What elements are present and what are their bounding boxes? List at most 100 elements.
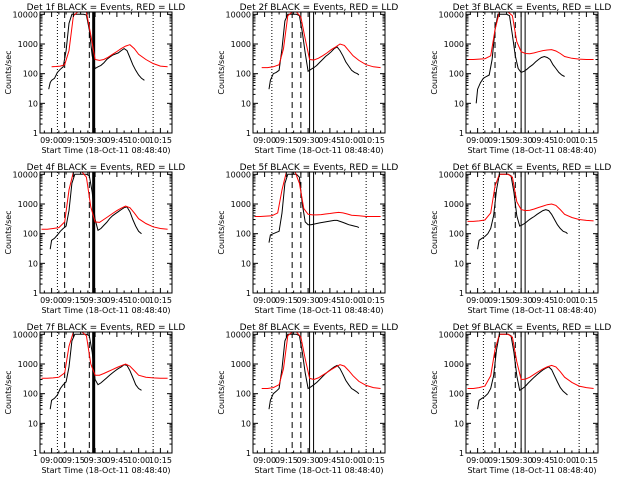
y-tick-label: 1000: [231, 40, 251, 49]
plot-frame: [252, 171, 386, 294]
y-tick-label: 1: [33, 449, 38, 458]
y-tick-label: 100: [449, 390, 464, 399]
y-axis-label: Counts/sec: [430, 370, 439, 414]
panel-8: Det 8f BLACK = Events, RED = LLD 1 10 100 10…: [217, 323, 398, 475]
y-tick-label: 1000: [444, 40, 464, 49]
x-tick-label: 10:15: [362, 136, 385, 145]
y-tick-label: 10: [454, 259, 464, 268]
x-tick-label: 09:45: [105, 296, 128, 305]
x-tick-label: 09:15: [275, 456, 298, 465]
y-tick-label: 10: [28, 259, 38, 268]
y-tick-label: 10: [241, 419, 251, 428]
y-tick-label: 10000: [13, 10, 38, 19]
x-tick-label: 10:00: [340, 456, 363, 465]
y-axis-label: Counts/sec: [430, 210, 439, 254]
x-tick-label: 09:45: [318, 136, 341, 145]
x-tick-label: 10:15: [362, 456, 385, 465]
plot-frame: [252, 331, 386, 454]
y-tick-label: 1000: [18, 360, 38, 369]
y-tick-label: 1: [33, 129, 38, 138]
series-lld-line: [467, 12, 594, 60]
x-axis-label: Start Time (18-Oct-11 08:48:40): [41, 146, 170, 155]
y-tick-label: 10000: [226, 330, 251, 339]
y-axis-label: Counts/sec: [4, 210, 13, 254]
y-axis-label: Counts/sec: [217, 210, 226, 254]
plot-frame: [39, 331, 173, 454]
y-tick-label: 100: [236, 230, 251, 239]
x-tick-label: 10:15: [149, 456, 172, 465]
panel-2: Det 2f BLACK = Events, RED = LLD 1 10 100 10…: [217, 3, 398, 155]
y-tick-label: 100: [449, 70, 464, 79]
y-tick-label: 1: [459, 289, 464, 298]
panel-4: Det 4f BLACK = Events, RED = LLD 1 10 100 10…: [4, 163, 185, 315]
x-tick-label: 09:15: [488, 136, 511, 145]
panel-title: Det 5f BLACK = Events, RED = LLD: [240, 163, 399, 173]
panel-title: Det 9f BLACK = Events, RED = LLD: [453, 323, 612, 333]
y-tick-label: 1000: [18, 40, 38, 49]
y-tick-label: 100: [449, 230, 464, 239]
x-tick-label: 09:00: [466, 456, 489, 465]
x-tick-label: 09:45: [105, 456, 128, 465]
x-axis-label: Start Time (18-Oct-11 08:48:40): [41, 466, 170, 475]
x-tick-label: 09:15: [275, 136, 298, 145]
x-axis-label: Start Time (18-Oct-11 08:48:40): [41, 306, 170, 315]
x-tick-label: 10:00: [127, 456, 150, 465]
y-tick-label: 1: [33, 289, 38, 298]
x-tick-label: 10:15: [575, 456, 598, 465]
x-tick-label: 09:30: [510, 456, 533, 465]
x-tick-label: 09:45: [318, 456, 341, 465]
x-tick-label: 09:15: [62, 456, 85, 465]
series-lld-line: [51, 12, 168, 68]
x-tick-label: 09:15: [488, 296, 511, 305]
y-tick-label: 10000: [439, 170, 464, 179]
y-tick-label: 10: [241, 99, 251, 108]
y-axis-label: Counts/sec: [217, 370, 226, 414]
y-tick-label: 1000: [18, 200, 38, 209]
x-tick-label: 09:30: [510, 296, 533, 305]
series-lld-line: [41, 332, 168, 379]
x-tick-label: 09:00: [466, 136, 489, 145]
x-tick-label: 09:30: [297, 296, 320, 305]
y-tick-label: 1000: [231, 200, 251, 209]
x-tick-label: 10:15: [575, 296, 598, 305]
plot-frame: [252, 11, 386, 134]
y-tick-label: 1000: [444, 200, 464, 209]
x-axis-label: Start Time (18-Oct-11 08:48:40): [254, 146, 383, 155]
panel-3: Det 3f BLACK = Events, RED = LLD 1 10 100 10…: [430, 3, 611, 155]
y-tick-label: 10: [28, 99, 38, 108]
series-lld-line: [467, 173, 594, 222]
x-tick-label: 10:00: [127, 296, 150, 305]
x-tick-label: 09:00: [40, 296, 63, 305]
x-tick-label: 09:45: [531, 296, 554, 305]
y-tick-label: 1: [459, 449, 464, 458]
x-axis-label: Start Time (18-Oct-11 08:48:40): [467, 466, 596, 475]
x-tick-label: 09:15: [62, 136, 85, 145]
x-tick-label: 10:00: [553, 456, 576, 465]
x-tick-label: 10:00: [127, 136, 150, 145]
y-tick-label: 1: [246, 449, 251, 458]
x-tick-label: 09:00: [253, 456, 276, 465]
series-lld-line: [41, 172, 168, 230]
x-tick-label: 09:30: [510, 136, 533, 145]
panel-6: Det 6f BLACK = Events, RED = LLD 1 10 100 10…: [430, 163, 611, 315]
y-tick-label: 10000: [439, 10, 464, 19]
y-axis-label: Counts/sec: [4, 370, 13, 414]
plot-frame: [39, 171, 173, 294]
y-tick-label: 10: [454, 419, 464, 428]
y-axis-label: Counts/sec: [430, 50, 439, 94]
x-tick-label: 10:15: [149, 136, 172, 145]
x-axis-label: Start Time (18-Oct-11 08:48:40): [467, 306, 596, 315]
y-tick-label: 1: [246, 129, 251, 138]
y-tick-label: 10000: [226, 10, 251, 19]
x-tick-label: 09:30: [297, 136, 320, 145]
plot-frame: [39, 11, 173, 134]
series-events-line: [48, 13, 145, 90]
x-tick-label: 09:45: [531, 136, 554, 145]
x-tick-label: 09:00: [253, 296, 276, 305]
y-tick-label: 100: [23, 230, 38, 239]
x-tick-label: 10:00: [553, 296, 576, 305]
series-events-line: [475, 13, 565, 104]
plot-frame: [465, 171, 599, 294]
y-tick-label: 1000: [444, 360, 464, 369]
y-axis-label: Counts/sec: [217, 50, 226, 94]
